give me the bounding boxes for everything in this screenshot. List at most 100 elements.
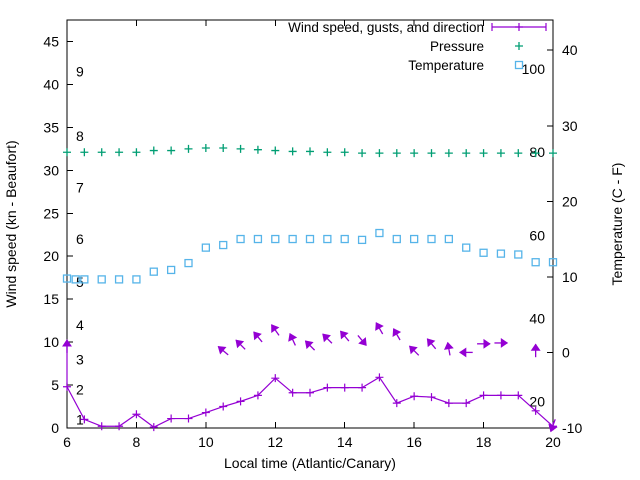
fahrenheit-label: 80	[529, 144, 545, 160]
legend-label: Pressure	[430, 39, 484, 54]
temperature-point	[132, 275, 141, 284]
beaufort-inner-labels: 1 2 3 4 5 6 7 8 9	[76, 64, 84, 428]
wind-speed-point	[236, 397, 245, 406]
series-pressure	[63, 143, 557, 158]
arrow-head	[548, 423, 558, 433]
temperature-point	[253, 234, 263, 244]
temperature-point	[201, 243, 211, 252]
arrow-head	[530, 343, 541, 351]
arrow-head	[500, 338, 509, 348]
pressure-point	[444, 149, 453, 158]
wind-direction-arrow	[443, 341, 454, 356]
arrow-head	[443, 341, 454, 350]
y-tick-label: 5	[51, 377, 59, 393]
y-axis-ticks: 0 5 10 15 20 25 30 35 40 45	[43, 33, 73, 436]
temperature-point	[462, 243, 471, 252]
wind-speed-point	[219, 402, 228, 411]
pressure-point	[462, 149, 471, 158]
wind-speed-point	[375, 373, 384, 382]
wind-direction-arrow	[375, 322, 384, 335]
wind-speed-point	[80, 415, 89, 424]
wind-speed-point	[531, 406, 540, 415]
beaufort-label: 8	[76, 128, 84, 144]
legend-marker-sample	[515, 42, 523, 50]
y-tick-label: 0	[51, 420, 59, 436]
pressure-point	[375, 149, 384, 158]
pressure-point	[253, 145, 262, 154]
arrow-head	[62, 339, 72, 347]
fahrenheit-label: 20	[529, 394, 545, 410]
pressure-point	[184, 144, 193, 153]
wind-direction-arrow	[477, 338, 491, 349]
wind-direction-arrow	[340, 330, 350, 342]
wind-speed-point	[167, 414, 176, 423]
wind-direction-arrow	[322, 333, 333, 344]
wind-direction-arrow	[392, 328, 402, 341]
x-tick-label: 8	[133, 434, 141, 450]
wind-speed-point	[253, 391, 262, 400]
arrow-head	[483, 338, 491, 349]
y-tick-label: 10	[43, 334, 59, 350]
temperature-point	[71, 275, 80, 284]
beaufort-label: 3	[76, 351, 84, 367]
x-tick-label: 18	[476, 434, 492, 450]
temperature-point	[392, 234, 401, 244]
legend-label: Temperature	[408, 58, 484, 73]
wind-direction-arrow	[253, 331, 263, 343]
legend-label: Wind speed, gusts, and direction	[288, 20, 484, 35]
wind-speed-point	[115, 422, 124, 431]
wind-speed-point	[462, 399, 471, 408]
temperature-point	[97, 275, 106, 284]
wind-speed-point	[184, 414, 193, 423]
y2-axis-ticks: -10 0 10 20 30 40	[547, 42, 582, 436]
pressure-point	[132, 148, 141, 157]
temperature-point	[166, 265, 176, 275]
temperature-point	[409, 234, 419, 244]
pressure-point	[514, 149, 523, 158]
wind-speed-point	[288, 388, 297, 397]
x-tick-label: 10	[198, 434, 214, 450]
temperature-point	[548, 258, 558, 267]
y-tick-label: 35	[43, 119, 59, 135]
chart-legend: Wind speed, gusts, and direction Pressure…	[288, 20, 547, 73]
fahrenheit-label: 40	[529, 310, 545, 326]
x-axis-title: Local time (Atlantic/Canary)	[224, 455, 396, 471]
temperature-point	[514, 250, 523, 259]
arrow-head	[322, 333, 331, 343]
wind-speed-point	[323, 383, 332, 392]
temperature-point	[531, 258, 540, 267]
series-temperature	[62, 228, 558, 284]
temperature-point	[375, 228, 384, 238]
y2-tick-label: 0	[562, 344, 570, 360]
arrow-head	[288, 332, 298, 342]
pressure-point	[340, 148, 349, 157]
temperature-point	[288, 234, 297, 244]
temperature-point	[496, 249, 506, 258]
pressure-point	[97, 148, 106, 157]
y2-tick-label: 30	[562, 118, 578, 134]
pressure-point	[201, 143, 210, 152]
wind-speed-point	[306, 388, 314, 397]
arrow-head	[426, 338, 436, 348]
legend-marker-sample	[514, 60, 524, 70]
plot-border	[66, 19, 554, 429]
y2-axis-title: Temperature (C - F)	[609, 163, 625, 286]
arrow-head	[271, 324, 280, 334]
pressure-point	[167, 146, 176, 155]
wind-speed-line	[66, 376, 554, 428]
wind-direction-arrow	[62, 339, 72, 353]
beaufort-label: 7	[76, 179, 84, 195]
temperature-point	[219, 240, 228, 250]
temperature-point	[444, 234, 454, 244]
wind-direction-arrow	[357, 334, 367, 346]
temperature-point	[323, 234, 332, 244]
wind-direction-arrow	[304, 340, 316, 351]
arrow-head	[304, 340, 314, 350]
fahrenheit-label: 100	[522, 61, 546, 77]
arrow-head	[253, 331, 262, 341]
legend-marker-sample	[515, 23, 523, 31]
wind-direction-arrows	[62, 322, 558, 433]
pressure-point	[149, 146, 158, 155]
arrow-head	[459, 347, 467, 358]
wind-speed-point	[392, 399, 401, 408]
